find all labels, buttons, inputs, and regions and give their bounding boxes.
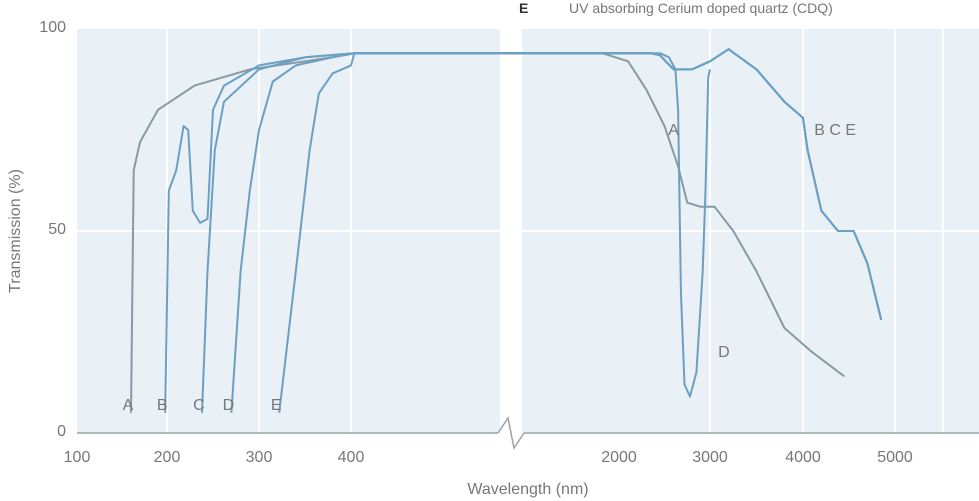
x-tick-200: 200: [154, 449, 181, 466]
tick-labels: 0 50 100 100 200 300 400 2000 3000 4000 5000: [39, 19, 913, 466]
curve-label-bottom-C: C: [193, 397, 205, 414]
curve-label-right-0: A: [668, 122, 679, 139]
x-axis-title: Wavelength (nm): [467, 481, 588, 498]
curve-label-bottom-A: A: [123, 397, 134, 414]
x-tick-5000: 5000: [877, 449, 913, 466]
x-tick-2000: 2000: [601, 449, 637, 466]
y-tick-50: 50: [48, 221, 66, 238]
curve-label-right-2: D: [718, 344, 730, 361]
x-axis-break-mark: [497, 416, 525, 450]
x-tick-300: 300: [246, 449, 273, 466]
legend-key: E: [519, 0, 528, 16]
curve-E: [278, 48, 883, 413]
curve-label-right-1: B C E: [814, 122, 856, 139]
curves: [130, 48, 883, 413]
gridlines: [77, 29, 979, 433]
curve-A: [130, 52, 846, 413]
curve-label-bottom-B: B: [157, 397, 168, 414]
y-axis-title: Transmission (%): [7, 169, 24, 293]
curve-labels: A B C D E A B C E D: [123, 122, 856, 414]
y-tick-0: 0: [57, 423, 66, 440]
curve-D: [230, 52, 711, 413]
x-tick-100: 100: [64, 449, 91, 466]
curve-label-bottom-E: E: [271, 397, 282, 414]
legend-text: UV absorbing Cerium doped quartz (CDQ): [569, 0, 833, 16]
x-tick-400: 400: [338, 449, 365, 466]
y-tick-100: 100: [39, 19, 66, 36]
curve-label-bottom-D: D: [223, 397, 235, 414]
x-tick-4000: 4000: [785, 449, 821, 466]
x-tick-3000: 3000: [692, 449, 728, 466]
